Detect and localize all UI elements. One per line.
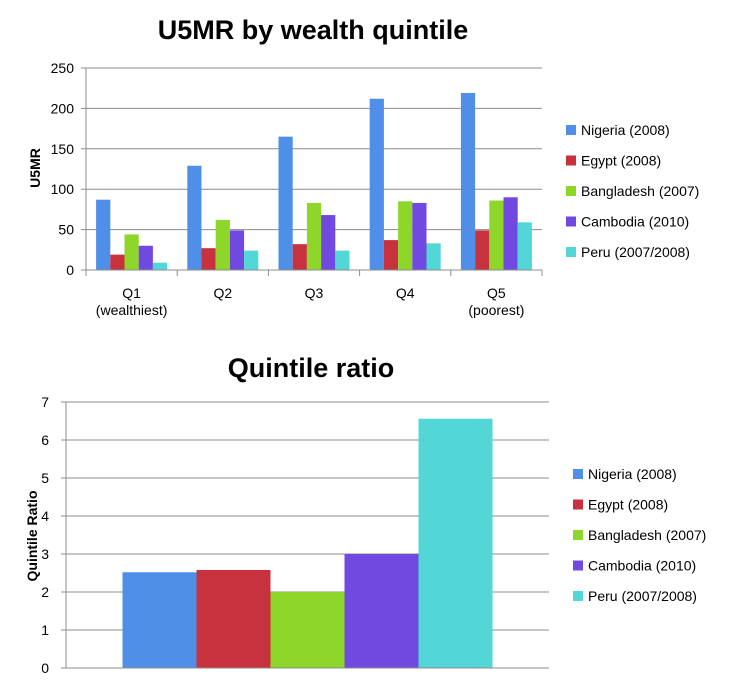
- y-tick-label: 0: [41, 660, 49, 676]
- legend-swatch: [566, 155, 576, 166]
- bar: [321, 215, 336, 270]
- y-tick-label: 150: [51, 141, 75, 157]
- legend-label: Egypt (2008): [588, 497, 668, 513]
- bar: [475, 230, 490, 270]
- x-tick-label: Q4: [396, 285, 415, 301]
- legend-swatch: [573, 530, 583, 540]
- bar: [460, 93, 476, 270]
- bar: [489, 200, 504, 270]
- bar: [196, 569, 271, 668]
- bar: [124, 234, 139, 270]
- legend-swatch: [573, 591, 583, 601]
- legend-label: Egypt (2008): [581, 153, 661, 169]
- legend-label: Cambodia (2010): [588, 558, 696, 574]
- x-tick-label: (poorest): [468, 302, 524, 318]
- bar: [215, 219, 230, 270]
- bar: [110, 254, 125, 270]
- bar: [503, 197, 518, 270]
- y-tick-label: 2: [41, 584, 49, 600]
- y-tick-labels: 0 50 100 150 200 250: [51, 60, 75, 278]
- bar: [229, 230, 245, 270]
- bar: [517, 222, 532, 270]
- bar: [138, 245, 153, 270]
- x-tick-label: Q3: [305, 285, 324, 301]
- bar: [306, 202, 322, 270]
- y-tick-label: 4: [41, 508, 49, 524]
- y-tick-label: 1: [41, 622, 49, 638]
- y-tick-label: 200: [51, 100, 75, 116]
- bar: [369, 98, 384, 270]
- bar: [187, 165, 202, 270]
- x-tick-label: Q1: [122, 285, 141, 301]
- x-tick-label: (wealthiest): [96, 302, 168, 318]
- legend: Nigeria (2008) Egypt (2008) Bangladesh (20…: [566, 122, 699, 260]
- y-tick-label: 5: [41, 470, 49, 486]
- y-tick-label: 7: [41, 394, 49, 410]
- chart-title: Quintile ratio: [228, 353, 395, 383]
- chart-quintile-ratio: Quintile ratio 0 1 2 3 4 5 6 7 Quintile Ratio N…: [24, 353, 706, 676]
- chart-title: U5MR by wealth quintile: [158, 15, 469, 45]
- legend-swatch: [566, 247, 576, 257]
- chart-u5mr: U5MR by wealth quintile 050100150200250 …: [27, 15, 699, 318]
- y-tick-labels: 0 1 2 3 4 5 6 7: [41, 394, 49, 676]
- y-tick-label: 6: [41, 432, 49, 448]
- x-tick-labels: Q1(wealthiest) Q2 Q3 Q4 Q5(poorest): [96, 285, 525, 318]
- legend-swatch: [573, 469, 583, 479]
- bar: [152, 262, 168, 270]
- bar: [96, 199, 111, 270]
- legend-label: Bangladesh (2007): [588, 527, 706, 543]
- y-tick-label: 0: [66, 262, 74, 278]
- bar: [335, 250, 350, 270]
- y-axis-label: U5MR: [27, 148, 43, 188]
- legend-swatch: [566, 216, 576, 227]
- y-axis-label: Quintile Ratio: [24, 491, 40, 582]
- y-tick-label: 100: [51, 181, 75, 197]
- legend-swatch: [566, 186, 576, 196]
- legend-label: Peru (2007/2008): [588, 588, 697, 604]
- legend-swatch: [573, 499, 583, 510]
- bar: [418, 418, 493, 668]
- axes: [61, 401, 549, 669]
- bar: [270, 592, 345, 668]
- y-tick-label: 50: [58, 222, 74, 238]
- bar: [201, 248, 216, 270]
- bars: [96, 93, 532, 270]
- legend-swatch: [566, 125, 576, 135]
- legend-label: Peru (2007/2008): [581, 244, 690, 260]
- x-tick-label: Q2: [213, 285, 232, 301]
- bar: [383, 240, 399, 270]
- legend-label: Nigeria (2008): [581, 122, 670, 138]
- legend-label: Bangladesh (2007): [581, 183, 699, 199]
- bar: [344, 554, 419, 668]
- bar: [278, 136, 293, 270]
- y-tick-label: 3: [41, 546, 49, 562]
- legend-label: Cambodia (2010): [581, 214, 689, 230]
- legend-swatch: [573, 560, 583, 571]
- y-tick-label: 250: [51, 60, 75, 76]
- bar: [398, 201, 413, 270]
- legend: Nigeria (2008) Egypt (2008) Bangladesh (20…: [573, 466, 706, 604]
- bars: [122, 418, 493, 668]
- x-tick-label: Q5: [487, 285, 506, 301]
- bar: [412, 202, 427, 270]
- bar: [122, 572, 197, 668]
- bar: [244, 250, 259, 270]
- axes: [81, 67, 543, 276]
- bar: [426, 243, 441, 270]
- bar: [292, 244, 307, 270]
- legend-label: Nigeria (2008): [588, 466, 677, 482]
